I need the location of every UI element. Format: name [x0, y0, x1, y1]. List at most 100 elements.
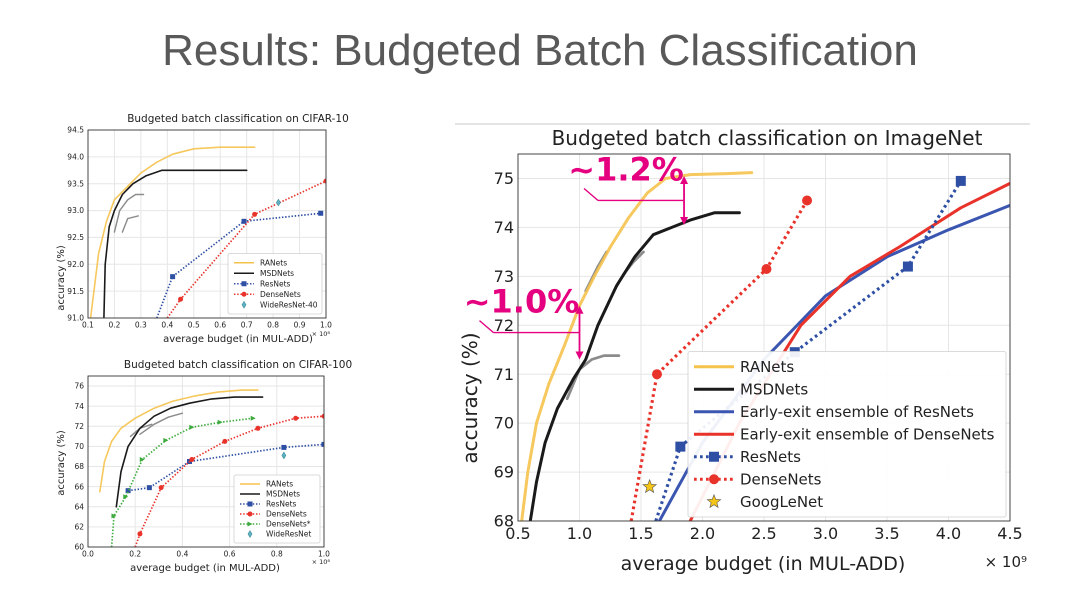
x-tick-label: 4.0 [936, 524, 961, 543]
x-multiplier: × 10⁸ [312, 558, 331, 566]
legend-label-resnets: ResNets [266, 500, 297, 509]
imagenet-chart: Budgeted batch classification on ImageNe… [455, 123, 1030, 575]
legend-marker-resnets [247, 501, 253, 507]
plot-area: 0.0 0.2 0.4 0.6 0.8 1.0 60 62 64 66 68 70 72 74 76 [74, 375, 330, 559]
x-tick-label: 0.8 [271, 550, 283, 559]
point-resnets [170, 274, 176, 280]
y-tick-label: 94.0 [67, 152, 84, 161]
point-densenets [137, 531, 143, 537]
legend-label-densenets: DenseNets [740, 471, 822, 489]
gray-curve [121, 215, 139, 233]
x-axis-label: average budget (in MUL-ADD) [163, 334, 313, 345]
x-axis-label: average budget (in MUL-ADD) [130, 563, 280, 574]
point-densenets [163, 437, 169, 443]
legend-marker-googlenet [706, 493, 722, 509]
slide-title: Results: Budgeted Batch Classification [162, 26, 918, 75]
point-googlenet [642, 478, 658, 494]
point-densenets [250, 415, 256, 421]
y-tick-label: 70 [74, 442, 84, 451]
y-axis-label: accuracy (%) [56, 245, 67, 311]
legend-marker-wideresnet [247, 530, 253, 538]
x-tick-label: 3.5 [874, 524, 899, 543]
y-tick-label: 92.0 [67, 260, 84, 269]
point-densenets [252, 211, 258, 217]
y-tick-label: 94.5 [67, 126, 84, 135]
series-line-msdnets [103, 169, 248, 318]
legend-marker-densenets [247, 511, 253, 517]
x-tick-label: 0.6 [224, 550, 236, 559]
x-multiplier: × 10⁹ [985, 553, 1027, 571]
axes-frame [87, 375, 325, 548]
legend: RANets MSDNets Early-exit ensemble of ResN… [687, 351, 1007, 518]
y-tick-label: 74 [74, 402, 84, 411]
legend-marker-densenets [247, 521, 253, 527]
legend-marker-resnets [709, 451, 719, 462]
x-tick-label: 4.5 [997, 524, 1022, 543]
x-tick-label: 0.9 [294, 321, 306, 330]
point-densenets [139, 456, 145, 462]
y-tick-label: 91.0 [67, 314, 84, 323]
legend-label-msdnets: MSDNets [740, 381, 808, 399]
x-tick-label: 3.0 [813, 524, 838, 543]
cifar10-chart: Budgeted batch classification on CIFAR-1… [56, 113, 349, 345]
x-tick-label: 0.2 [129, 550, 141, 559]
series-line-resnets [654, 180, 963, 521]
x-tick-label: 0.5 [188, 321, 200, 330]
point-densenets [321, 413, 324, 419]
legend-label-resnets: ResNets [260, 279, 291, 288]
legend-label-ranets: RANets [260, 258, 287, 267]
legend: RANetsMSDNetsResNetsDenseNetsDenseNets*W… [233, 474, 321, 544]
gray-curve [139, 412, 184, 436]
y-tick-label: 60 [74, 543, 84, 552]
point-densenets [323, 178, 326, 184]
point-densenets [255, 425, 261, 431]
series-line-densenets [629, 199, 809, 521]
series-line-ranets [520, 171, 754, 521]
legend-label-early-exit-ensemble-of-densenets: Early-exit ensemble of DenseNets [740, 426, 995, 444]
annotation-label: ~1.2% [568, 150, 684, 188]
legend-label-msdnets: MSDNets [266, 490, 300, 499]
y-tick-label: 62 [74, 523, 84, 532]
point-densenets [189, 456, 195, 462]
point-resnets [281, 444, 287, 450]
legend-label-wideresnet: WideResNet [266, 530, 311, 539]
annotation-arrow-head [680, 176, 689, 185]
point-wideresnet-40 [276, 198, 281, 207]
series-group [99, 389, 324, 547]
x-tick-label: 0.8 [267, 321, 279, 330]
point-resnets [902, 261, 913, 272]
x-tick-label: 0.7 [241, 321, 253, 330]
y-tick-label: 70 [494, 414, 514, 433]
legend-label-msdnets: MSDNets [260, 269, 294, 278]
point-resnets [675, 441, 686, 452]
y-tick-label: 76 [74, 382, 84, 391]
point-densenets [293, 415, 299, 421]
y-tick-label: 71 [494, 365, 514, 384]
x-tick-label: 0.1 [82, 321, 94, 330]
plot-area: 0.1 0.2 0.3 0.4 0.5 0.6 0.7 0.8 0.9 1.0 91.0 91.5 92… [67, 126, 332, 330]
legend-box [227, 253, 323, 315]
annotation-leader [583, 187, 599, 202]
legend-marker-densenets [241, 291, 247, 297]
point-densenets [189, 424, 195, 430]
y-tick-label: 91.5 [67, 287, 84, 296]
series-line-resnets [156, 212, 321, 318]
y-tick-label: 93.0 [67, 206, 84, 215]
chart-title: Budgeted batch classification on CIFAR-1… [124, 359, 352, 371]
y-tick-label: 66 [74, 482, 84, 491]
axes-frame [517, 153, 1011, 522]
x-tick-label: 0.6 [214, 321, 226, 330]
point-densenets [651, 369, 662, 380]
annotation-arrow-tail [575, 351, 584, 360]
x-tick-label: 0.3 [135, 321, 147, 330]
series-line-msdnets [528, 211, 741, 521]
series-line-ranets [99, 389, 259, 493]
annotation-arrow-head [575, 305, 584, 314]
y-tick-label: 92.5 [67, 233, 84, 242]
x-tick-label: 0.4 [176, 550, 188, 559]
point-resnets [125, 488, 131, 494]
legend-marker-resnets [241, 281, 247, 287]
x-tick-label: 0.2 [108, 321, 120, 330]
x-tick-label: 2.5 [751, 524, 776, 543]
